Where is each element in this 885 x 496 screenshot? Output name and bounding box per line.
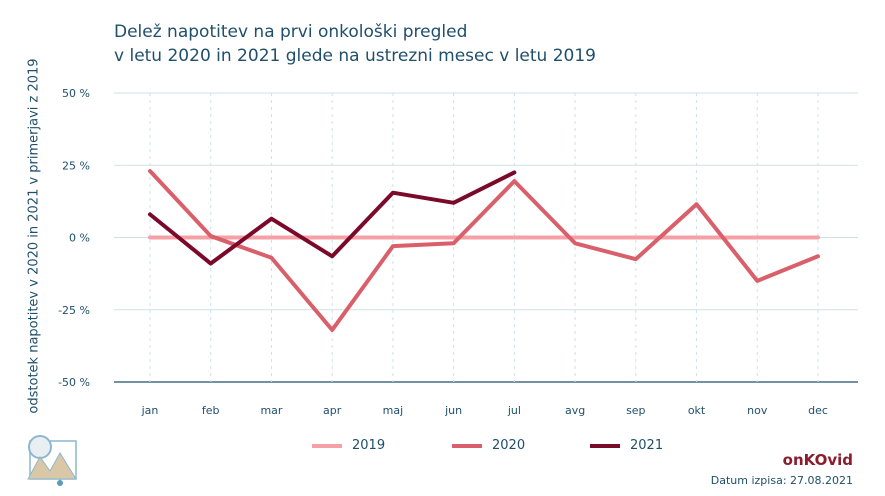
series-lines xyxy=(148,169,820,332)
series-line-2020 xyxy=(148,169,820,332)
y-tick-label: 25 % xyxy=(62,159,90,172)
series-line-2021 xyxy=(148,170,517,266)
brand-name: onKOvid xyxy=(782,451,853,469)
legend-swatch-2020 xyxy=(452,443,482,448)
legend-item-2019: 2019 xyxy=(312,438,385,453)
x-tick-label: apr xyxy=(323,404,342,417)
x-tick-label: dec xyxy=(808,404,828,417)
x-tick-label: mar xyxy=(260,404,282,417)
legend-item-2020: 2020 xyxy=(452,438,525,453)
x-tick-label: jan xyxy=(141,404,159,417)
legend-item-2021: 2021 xyxy=(590,438,663,453)
y-tick-label: 0 % xyxy=(69,232,90,245)
legend-swatch-2019 xyxy=(312,443,342,448)
x-tick-label: feb xyxy=(202,404,220,417)
y-axis-label: odstotek napotitev v 2020 in 2021 v prim… xyxy=(26,58,42,414)
x-gridlines xyxy=(149,93,819,382)
legend-label-2020: 2020 xyxy=(492,438,526,453)
x-tick-label: sep xyxy=(626,404,645,417)
x-tick-label: maj xyxy=(383,404,404,417)
x-tick-label: nov xyxy=(747,404,768,417)
print-date: Datum izpisa: 27.08.2021 xyxy=(710,474,853,487)
x-tick-label: jun xyxy=(444,404,462,417)
legend-swatch-2021 xyxy=(590,443,620,448)
x-tick-labels: jan feb mar apr maj jun jul avg sep okt nov dec xyxy=(141,404,828,417)
y-tick-label: -25 % xyxy=(58,304,90,317)
legend: 2019 2020 2021 xyxy=(0,438,885,458)
title-line-1: Delež napotitev na prvi onkološki pregle… xyxy=(114,22,468,42)
y-tick-labels: -50 % -25 % 0 % 25 % 50 % xyxy=(58,87,90,389)
onkovid-logo-icon xyxy=(27,435,77,486)
chart-title: Delež napotitev na prvi onkološki pregle… xyxy=(114,20,596,68)
y-tick-label: 50 % xyxy=(62,87,90,100)
x-tick-label: jul xyxy=(507,404,521,417)
x-tick-label: okt xyxy=(688,404,706,417)
legend-label-2021: 2021 xyxy=(630,438,664,453)
title-line-2: v letu 2020 in 2021 glede na ustrezni me… xyxy=(114,46,596,66)
y-tick-label: -50 % xyxy=(58,376,90,389)
legend-label-2019: 2019 xyxy=(352,438,386,453)
x-tick-label: avg xyxy=(565,404,585,417)
